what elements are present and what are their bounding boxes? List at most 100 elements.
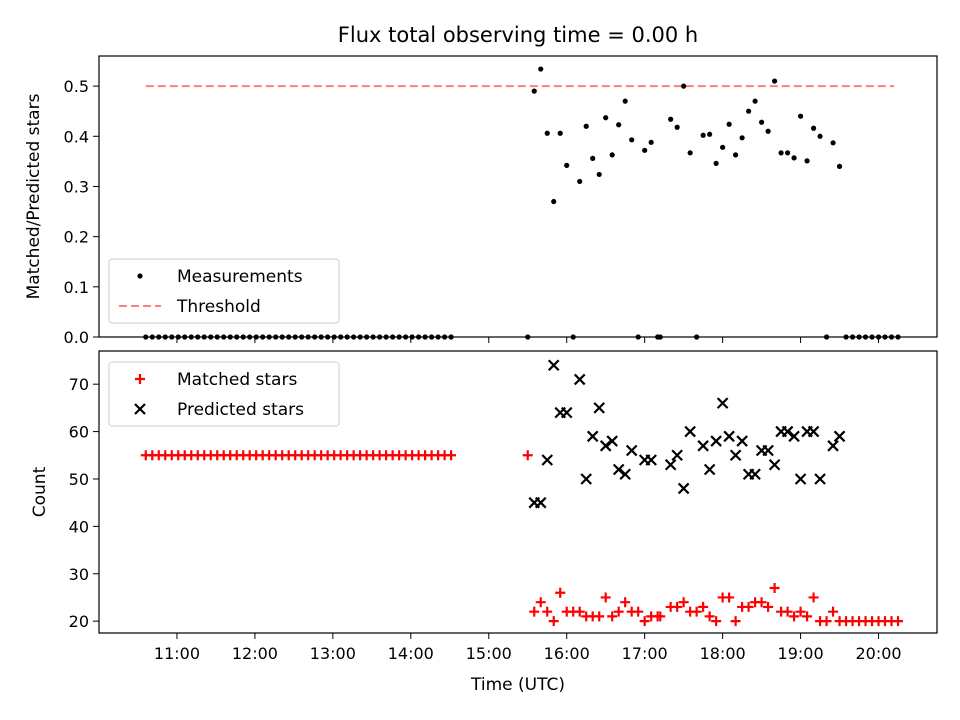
matched-star-point	[730, 616, 741, 627]
matched-star-point	[698, 601, 709, 612]
predicted-star-point	[573, 373, 586, 386]
matched-star-point	[633, 606, 644, 617]
measurement-point	[583, 123, 589, 129]
predicted-star-point	[736, 435, 748, 447]
measurement-point	[596, 171, 602, 178]
predicted-star-point	[788, 430, 800, 443]
predicted-star-point	[580, 473, 592, 485]
x-tick-label: 20:00	[855, 644, 901, 663]
legend-label: Threshold	[176, 297, 261, 317]
matched-star-point	[821, 616, 832, 627]
measurement-point	[629, 137, 635, 143]
predicted-star-point	[671, 449, 683, 462]
top-y-tick-label: 0.0	[64, 328, 89, 347]
predicted-star-point	[619, 468, 631, 481]
predicted-star-point	[781, 425, 794, 438]
matched-star-point	[548, 616, 559, 627]
measurement-point	[713, 160, 719, 166]
x-tick-label: 18:00	[700, 644, 746, 663]
measurement-point	[778, 150, 784, 156]
matched-star-point	[542, 606, 553, 617]
measurement-point	[765, 128, 771, 134]
matched-star-point	[600, 592, 611, 603]
measurement-point	[622, 98, 628, 104]
predicted-star-point	[593, 402, 605, 414]
x-tick-label: 12:00	[232, 644, 278, 663]
measurement-point	[557, 130, 563, 136]
x-tick-label: 13:00	[310, 644, 356, 663]
matched-star-point	[808, 592, 819, 603]
measurement-point	[726, 121, 732, 127]
top-y-tick-label: 0.2	[64, 228, 89, 247]
matched-star-point	[763, 601, 774, 612]
bottom-y-axis-label: Count	[30, 466, 50, 517]
matched-star-point	[711, 616, 722, 627]
matched-star-point	[743, 601, 754, 612]
predicted-star-point	[768, 458, 781, 471]
measurement-point	[564, 162, 570, 168]
bottom-legend: Matched stars Predicted stars	[108, 361, 340, 427]
measurement-point	[810, 125, 817, 131]
matched-star-point	[672, 601, 683, 612]
top-y-tick-label: 0.5	[64, 77, 89, 96]
predicted-star-point	[677, 482, 690, 495]
measurement-point	[544, 130, 550, 136]
matched-star-point	[691, 606, 702, 617]
matched-star-point	[529, 606, 540, 617]
bottom-axes-frame	[98, 350, 938, 634]
measurement-point	[700, 132, 706, 138]
matched-star-point	[769, 582, 780, 593]
matched-star-point	[613, 606, 624, 617]
matched-star-point	[655, 611, 666, 622]
measurement-point	[817, 133, 823, 139]
predicted-star-point	[794, 473, 807, 485]
predicted-star-point	[534, 496, 547, 509]
measurement-point	[707, 131, 713, 137]
top-axes-frame	[98, 55, 938, 338]
matched-star-point	[639, 616, 650, 627]
bottom-y-tick-label: 30	[69, 565, 89, 584]
measurement-point	[797, 113, 804, 119]
top-panel: 0.0 0.1 0.2 0.3 0.4 0.5 Matched/Predicted star…	[24, 55, 938, 347]
bottom-y-tick-label: 70	[69, 375, 89, 394]
predicted-star-point	[703, 463, 716, 476]
top-y-tick-label: 0.3	[64, 177, 89, 196]
x-tick-label: 15:00	[466, 644, 512, 663]
matched-star-point	[594, 611, 605, 622]
measurement-point	[733, 152, 739, 158]
measurement-point	[551, 198, 557, 205]
x-tick-label: 14:00	[388, 644, 434, 663]
predicted-star-point	[612, 463, 625, 476]
top-y-tick-label: 0.1	[64, 278, 89, 297]
matched-star-point	[756, 597, 767, 608]
x-tick-label: 11:00	[154, 644, 200, 663]
predicted-star-point	[541, 454, 554, 466]
legend-predicted-marker	[134, 403, 146, 415]
legend-label: Matched stars	[177, 370, 297, 390]
bottom-y-tick-label: 60	[69, 423, 89, 442]
matched-star-point	[704, 611, 715, 622]
matched-star-point	[789, 611, 800, 622]
predicted-star-point	[697, 440, 709, 452]
measurement-point	[771, 78, 778, 84]
predicted-star-point	[710, 435, 722, 447]
x-tick-label: 17:00	[622, 644, 668, 663]
bottom-y-tick-label: 20	[69, 612, 89, 631]
chart-title: Flux total observing time = 0.00 h	[338, 23, 698, 47]
measurement-point	[836, 163, 843, 169]
predicted-star-point	[645, 454, 657, 466]
predicted-star-point	[684, 425, 696, 438]
legend-box	[108, 258, 340, 324]
predicted-star-point	[547, 359, 560, 371]
predicted-star-point	[560, 406, 573, 419]
measurement-point	[687, 150, 693, 156]
measurement-point	[804, 158, 810, 164]
matched-star-point	[724, 592, 735, 603]
matched-star-point	[574, 606, 585, 617]
legend-measurement-marker	[137, 273, 143, 279]
matched-star-point	[795, 606, 806, 617]
measurement-point	[616, 122, 622, 128]
predicted-star-point	[749, 468, 761, 481]
measurement-point	[668, 116, 674, 122]
x-tick-label: 19:00	[778, 644, 824, 663]
